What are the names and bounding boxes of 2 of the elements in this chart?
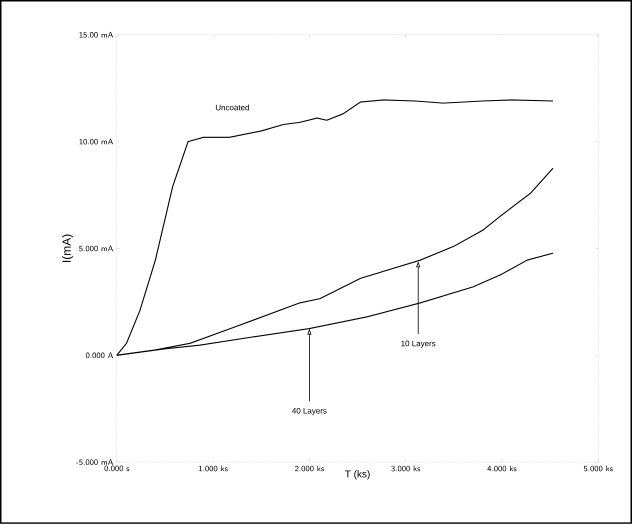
x-axis-title: T (ks) <box>345 470 370 480</box>
y-axis-title: I(mA) <box>62 234 74 262</box>
